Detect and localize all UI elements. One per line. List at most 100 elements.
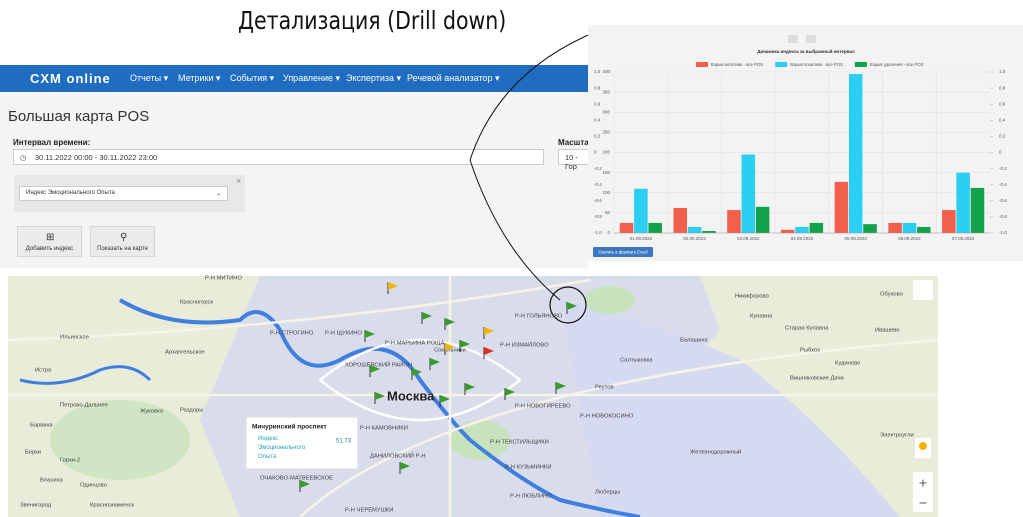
map-label: Звенигород [20, 503, 52, 509]
y-tick-label: 50 [605, 210, 611, 215]
flag [465, 383, 475, 391]
y-tick-label: 200 [602, 150, 610, 155]
chart-icon[interactable] [788, 35, 798, 43]
legend-swatch [854, 62, 867, 67]
map-label: Раздоры [180, 408, 203, 414]
ring-road [317, 338, 523, 422]
popup [245, 416, 359, 470]
bar [888, 222, 902, 233]
menu-item[interactable]: Отчеты ▾ [130, 73, 169, 83]
map-label: Ивашево [875, 328, 900, 334]
map-label: Электроугли [880, 433, 914, 439]
bar [780, 229, 795, 233]
popup-index[interactable]: Индекс Эмоционального Опыта [258, 436, 306, 460]
map-label: Р-Н КАМОВНИКИ [360, 426, 408, 432]
x-tick-label: 06.09.2022 [898, 236, 921, 241]
flag [412, 368, 422, 376]
zoom-in[interactable]: + [919, 475, 927, 491]
map-label: Краснознаменск [90, 503, 134, 509]
map-label: ХОРОШЁВСКИЙ РАЙОН [345, 361, 412, 369]
show-map-button[interactable]: ⚲ Показать на карте [90, 226, 155, 257]
flag [400, 462, 410, 470]
index-select[interactable]: Индекс Эмоционального Опыта ⌄ [19, 186, 228, 201]
bar [942, 210, 956, 233]
bar [634, 188, 648, 233]
close-button[interactable]: × [236, 176, 242, 186]
y2-tick-label: -1.0 [594, 230, 602, 235]
y2-tick-label: -0.4 [594, 182, 602, 187]
y2-tick-label: 0 [999, 150, 1002, 155]
chart-icon[interactable] [806, 35, 816, 43]
x-tick-label: 04.09.2022 [791, 236, 814, 241]
map-label: Петрово-Дальнее [60, 403, 108, 409]
bar [673, 208, 688, 233]
zoom-buttons[interactable] [913, 472, 933, 512]
flag [567, 302, 577, 310]
map-label: Жуковка [140, 409, 164, 415]
excel-button[interactable] [593, 247, 653, 257]
menu-item[interactable]: Речевой анализатор ▾ [407, 73, 500, 83]
y-tick-label: 400 [602, 69, 610, 74]
popup-index-box: Индекс Эмоционального Опыта [258, 436, 306, 460]
suburb-area [560, 300, 900, 517]
interval-input[interactable]: ◷ 30.11.2022 00:00 - 30.11.2022 23:00 [13, 149, 544, 165]
navbar: CXM online Отчеты ▾ Метрики ▾ События ▾ … [0, 65, 588, 92]
y2-tick-label: -0.8 [999, 214, 1007, 219]
bar [809, 222, 824, 233]
bar [795, 226, 809, 233]
map-label: Р-Н МАРЬИНА РОЩА [385, 341, 444, 347]
menu-item[interactable]: События ▾ [230, 73, 275, 83]
pegman-icon [919, 442, 927, 450]
button-label: Добавить индекс [25, 246, 74, 252]
y2-tick-label: 1.0 [999, 69, 1006, 74]
map-label: Старая Купавна [785, 326, 829, 332]
map-label: ДАНИЛОВСКИЙ Р-Н [370, 452, 426, 460]
y2-tick-label: -0.2 [999, 166, 1007, 171]
bar [702, 230, 716, 233]
map-label: Горки-2 [60, 458, 80, 464]
popup-title: Мичуринский проспект [252, 423, 327, 431]
scale-label: Масштаб [558, 138, 594, 147]
menu-item[interactable]: Метрики ▾ [178, 73, 221, 83]
y2-tick-label: 0.8 [594, 85, 601, 90]
map-label: Салтыковка [620, 358, 653, 364]
y2-tick-label: 1.0 [594, 69, 601, 74]
map-label: Истра [35, 368, 52, 374]
y2-tick-label: -0.8 [594, 214, 602, 219]
chart-title: Динамика индекса за выбранный интервал [757, 48, 855, 54]
map-label: Никифорово [735, 294, 769, 300]
popup-value: 51.73 [336, 439, 352, 445]
y-tick-label: 0 [607, 230, 610, 235]
map-label: Железнодорожный [690, 449, 741, 456]
flag [440, 395, 450, 403]
add-index-button[interactable]: ⊞ Добавить индекс [17, 226, 82, 257]
map-label: Кудиново [835, 361, 860, 367]
map-label: Р-Н НОВОКОСИНО [580, 414, 634, 420]
page-title: Большая карта POS [8, 108, 150, 125]
logo[interactable]: CXM online [30, 71, 111, 86]
y2-tick-label: 0.2 [999, 134, 1006, 139]
map-label: Архангельское [165, 350, 205, 356]
menu-item[interactable]: Управление ▾ [283, 73, 341, 83]
y2-tick-label: 0.2 [594, 134, 601, 139]
menu-item[interactable]: Экспертиза ▾ [346, 73, 401, 83]
fullscreen-button[interactable] [913, 280, 933, 300]
bar [902, 222, 917, 233]
flag [375, 392, 385, 400]
interval-label: Интервал времени: [13, 138, 91, 147]
flag [365, 330, 375, 338]
index-card: Индекс Эмоционального Опыта ⌄ × [14, 175, 245, 212]
legend-swatch [775, 62, 788, 67]
map-label: Р-Н ГОЛЬЯНОВО [515, 314, 563, 320]
y-tick-label: 100 [602, 190, 610, 195]
flag [505, 388, 515, 396]
y-tick-label: 150 [602, 170, 610, 175]
y2-tick-label: 0.4 [999, 117, 1006, 122]
index-select-text: Индекс Эмоционального Опыта [26, 190, 115, 196]
zoom-out[interactable]: − [919, 495, 927, 511]
map-label: Р-Н ЩУКИНО [325, 331, 362, 337]
map-label: Балашиха [680, 338, 708, 344]
map-label: Р-Н ЧЕРЁМУШКИ [345, 507, 393, 514]
